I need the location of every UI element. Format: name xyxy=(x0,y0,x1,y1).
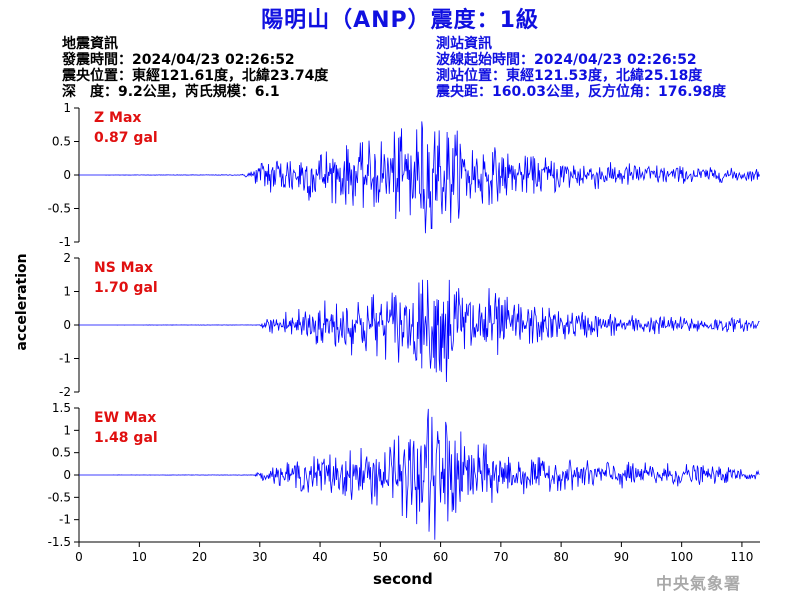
max-label-value: 0.87 gal xyxy=(94,130,158,146)
y-tick-label: 0 xyxy=(63,168,71,182)
series-line-ns xyxy=(79,279,760,382)
x-tick-label: 70 xyxy=(493,550,508,564)
y-tick-label: -1 xyxy=(59,513,71,527)
y-tick-label: -0.5 xyxy=(48,202,71,216)
x-tick-label: 30 xyxy=(252,550,267,564)
origin-time: 發震時間：2024/04/23 02:26:52 xyxy=(62,52,295,68)
page-title: 陽明山（ANP）震度：1級 xyxy=(261,8,539,33)
x-tick-label: 80 xyxy=(553,550,568,564)
y-tick-label: 1.5 xyxy=(52,401,71,415)
max-label-name: Z Max xyxy=(94,110,141,126)
epicenter: 震央位置：東經121.61度，北緯23.74度 xyxy=(62,68,329,84)
y-tick-label: -2 xyxy=(59,385,71,399)
depth-magnitude: 深 度：9.2公里，芮氏規模：6.1 xyxy=(62,84,280,100)
y-tick-label: -0.5 xyxy=(48,490,71,504)
x-tick-label: 100 xyxy=(670,550,693,564)
y-tick-label: 0 xyxy=(63,468,71,482)
earthquake-info-heading: 地震資訊 xyxy=(62,36,118,52)
x-tick-label: 60 xyxy=(433,550,448,564)
station-location: 測站位置：東經121.53度，北緯25.18度 xyxy=(436,68,703,84)
y-tick-label: 1 xyxy=(63,423,71,437)
x-tick-label: 110 xyxy=(730,550,753,564)
max-label-name: NS Max xyxy=(94,260,153,276)
x-tick-label: 40 xyxy=(312,550,327,564)
earthquake-info: 地震資訊 發震時間：2024/04/23 02:26:52 震央位置：東經121… xyxy=(62,36,328,100)
x-axis-label: second xyxy=(373,570,433,588)
max-label-value: 1.48 gal xyxy=(94,430,158,446)
y-tick-label: 0.5 xyxy=(52,446,71,460)
max-label-name: EW Max xyxy=(94,410,156,426)
y-tick-label: -1.5 xyxy=(48,535,71,549)
x-tick-label: 90 xyxy=(614,550,629,564)
x-tick-label: 50 xyxy=(373,550,388,564)
x-tick-label: 20 xyxy=(192,550,207,564)
y-tick-label: 1 xyxy=(63,285,71,299)
y-tick-label: -1 xyxy=(59,235,71,249)
series-line-z xyxy=(79,121,760,234)
y-tick-label: 1 xyxy=(63,101,71,115)
y-tick-label: 2 xyxy=(63,251,71,265)
station-info: 測站資訊 波線起始時間：2024/04/23 02:26:52 測站位置：東經1… xyxy=(436,36,726,100)
y-tick-label: 0 xyxy=(63,318,71,332)
agency-watermark: 中央氣象署 xyxy=(656,574,742,593)
series-line-ew xyxy=(79,408,760,540)
station-info-heading: 測站資訊 xyxy=(436,36,492,52)
y-tick-label: -1 xyxy=(59,352,71,366)
max-label-value: 1.70 gal xyxy=(94,280,158,296)
x-tick-label: 10 xyxy=(132,550,147,564)
y-tick-label: 0.5 xyxy=(52,135,71,149)
wave-start-time: 波線起始時間：2024/04/23 02:26:52 xyxy=(436,52,697,68)
distance-azimuth: 震央距：160.03公里，反方位角：176.98度 xyxy=(436,84,727,100)
y-axis-label: acceleration xyxy=(14,253,30,351)
x-tick-label: 0 xyxy=(75,550,83,564)
